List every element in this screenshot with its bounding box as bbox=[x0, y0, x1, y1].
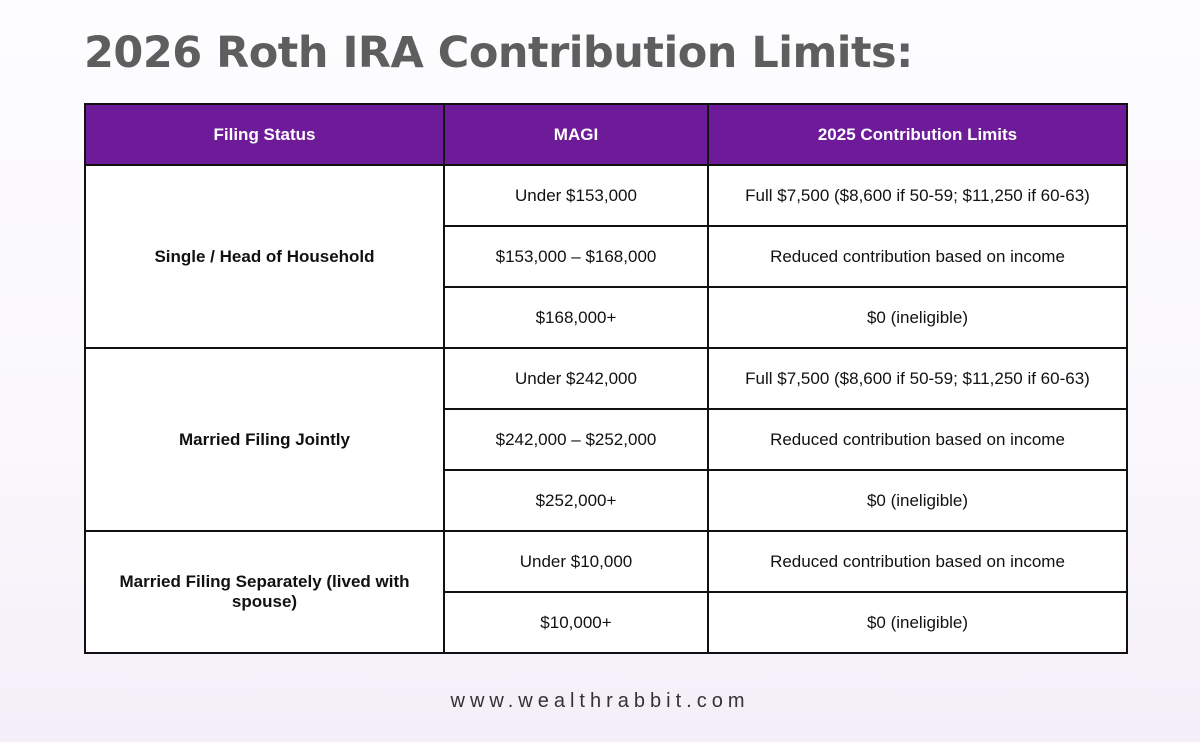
limit-cell: Full $7,500 ($8,600 if 50-59; $11,250 if… bbox=[707, 164, 1128, 227]
table-header-row: Filing Status MAGI 2025 Contribution Lim… bbox=[84, 103, 1128, 166]
magi-cell: $242,000 – $252,000 bbox=[443, 408, 709, 471]
magi-cell: $153,000 – $168,000 bbox=[443, 225, 709, 288]
magi-cell: $168,000+ bbox=[443, 286, 709, 349]
limit-cell: $0 (ineligible) bbox=[707, 469, 1128, 532]
table-row: $168,000+ $0 (ineligible) bbox=[85, 286, 1128, 349]
limit-cell: Full $7,500 ($8,600 if 50-59; $11,250 if… bbox=[707, 347, 1128, 410]
table-row: Single / Head of Household Under $153,00… bbox=[84, 164, 1128, 349]
magi-cell: Under $242,000 bbox=[443, 347, 709, 410]
table-row: $153,000 – $168,000 Reduced contribution… bbox=[85, 225, 1128, 288]
table-row: $10,000+ $0 (ineligible) bbox=[85, 591, 1128, 654]
limit-cell: Reduced contribution based on income bbox=[707, 225, 1128, 288]
table-row: Married Filing Jointly Under $242,000 Fu… bbox=[84, 347, 1128, 532]
header-magi: MAGI bbox=[443, 103, 709, 166]
magi-cell: Under $10,000 bbox=[443, 530, 709, 593]
magi-cell: $252,000+ bbox=[443, 469, 709, 532]
page-title: 2026 Roth IRA Contribution Limits: bbox=[84, 28, 913, 78]
website-url: www.wealthrabbit.com bbox=[450, 690, 750, 712]
filing-status-cell: Married Filing Separately (lived with sp… bbox=[84, 530, 445, 654]
header-filing-status: Filing Status bbox=[84, 103, 445, 166]
filing-status-cell: Married Filing Jointly bbox=[84, 347, 445, 532]
header-contribution-limits: 2025 Contribution Limits bbox=[707, 103, 1128, 166]
limit-cell: $0 (ineligible) bbox=[707, 286, 1128, 349]
table-row: $252,000+ $0 (ineligible) bbox=[85, 469, 1128, 532]
table-row: $242,000 – $252,000 Reduced contribution… bbox=[85, 408, 1128, 471]
magi-cell: Under $153,000 bbox=[443, 164, 709, 227]
contribution-limits-table: Filing Status MAGI 2025 Contribution Lim… bbox=[84, 103, 1128, 654]
limit-cell: Reduced contribution based on income bbox=[707, 408, 1128, 471]
filing-status-cell: Single / Head of Household bbox=[84, 164, 445, 349]
table-row: Married Filing Separately (lived with sp… bbox=[84, 530, 1128, 654]
limit-cell: $0 (ineligible) bbox=[707, 591, 1128, 654]
magi-cell: $10,000+ bbox=[443, 591, 709, 654]
limit-cell: Reduced contribution based on income bbox=[707, 530, 1128, 593]
